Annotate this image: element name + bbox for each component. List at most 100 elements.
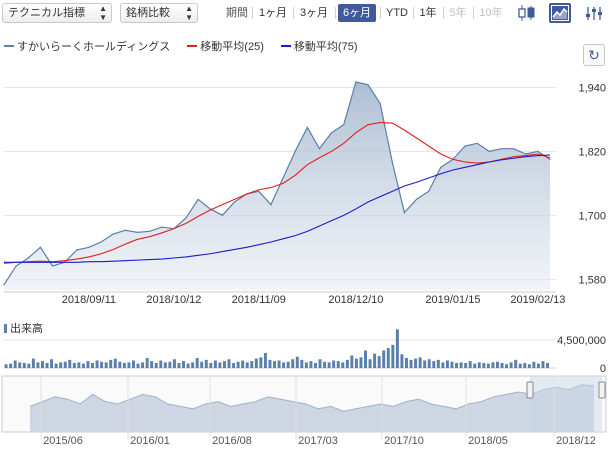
volume-bar [236,361,240,368]
volume-bar [518,363,522,368]
volume-bar [122,363,126,368]
volume-bar [218,362,222,368]
candlestick-chart-button[interactable] [516,3,538,23]
volume-label-text: 出来高 [10,323,43,335]
volume-bar [163,362,167,368]
volume-bar [332,360,336,368]
settings-icon [586,7,602,20]
volume-bar [263,353,267,368]
navigator-window[interactable] [530,376,602,432]
navigator-x-tick-label: 2018/05 [468,435,508,447]
price-point [161,226,163,228]
volume-bar [509,362,513,368]
price-point [258,190,260,192]
volume-bar [364,350,367,368]
volume-bar [445,360,449,368]
volume-bar [159,360,163,368]
volume-bar [482,363,486,368]
y-tick-label: 1,820 [578,146,606,158]
navigator-x-tick-label: 2017/10 [384,435,424,447]
volume-bar [327,362,331,368]
price-point [331,132,333,134]
price-point [39,246,42,248]
volume-bar [223,361,226,368]
price-point [3,284,5,286]
price-point [270,204,272,206]
settings-button[interactable] [583,3,605,23]
volume-bar [104,362,108,368]
period-1m-button[interactable]: 1ヶ月 [258,7,288,19]
volume-bar [182,361,185,368]
indicator-select[interactable]: テクニカル指標 ▲ ▼ [2,3,112,23]
volume-bar [81,363,85,368]
divider [335,7,336,19]
volume-bar [132,360,135,368]
volume-bar [541,361,545,368]
price-line [3,81,551,285]
price-point [197,198,199,200]
volume-bar [368,359,372,368]
volume-bar [514,359,518,368]
reset-zoom-button[interactable]: ↻ [583,44,605,66]
price-point [76,249,78,251]
compare-select[interactable]: 銘柄比較 ▲ ▼ [120,3,198,23]
volume-bar [432,361,436,368]
price-point [112,233,114,235]
volume-bar [359,357,363,368]
volume-bar [286,361,290,368]
volume-bar [254,358,258,368]
price-point [367,84,369,86]
period-10y-button[interactable]: 10年 [479,7,503,19]
volume-bar [282,362,286,368]
volume-bar [227,359,231,368]
volume-y-tick-label: 4,500,000 [557,335,606,347]
volume-bar [68,359,72,368]
navigator-handle[interactable] [526,381,534,399]
volume-bar [318,359,322,368]
volume-bar [154,363,158,368]
volume-bar [341,362,345,368]
legend-item-ma75[interactable]: 移動平均(75) [280,38,357,54]
volume-bar [323,361,327,368]
volume-bar [63,361,67,368]
legend-item-price[interactable]: すかいらーくホールディングス [4,38,170,54]
volume-bar [400,354,404,368]
volume-bar [50,359,54,368]
volume-bar [336,361,340,368]
volume-bar [9,363,13,368]
period-1y-button[interactable]: 1年 [419,7,437,19]
volume-bar [77,362,81,368]
area-chart-button[interactable] [549,3,571,23]
price-point [27,257,29,259]
price-point [100,241,102,243]
volume-bar [150,361,154,368]
volume-bar [268,359,272,368]
toolbar: テクニカル指標 ▲ ▼ 銘柄比較 ▲ ▼ 期間 1ヶ月 3ヶ月 6ヶ月 YTD 1年… [0,0,612,26]
period-5y-button[interactable]: 5年 [449,7,467,19]
indicator-select-label: テクニカル指標 [8,7,85,19]
period-3m-button[interactable]: 3ヶ月 [299,7,329,19]
price-point [488,150,490,152]
volume-bar [277,360,281,368]
legend-item-ma25[interactable]: 移動平均(25) [187,38,264,54]
volume-bar [314,363,317,368]
volume-bar [309,361,313,368]
divider [252,7,253,19]
period-ytd-button[interactable]: YTD [386,7,408,19]
price-point [318,148,321,150]
volume-bar [391,344,395,368]
volume-bar [473,363,477,368]
price-point [403,212,405,214]
navigator-handle[interactable] [598,381,606,399]
navigator-x-tick-label: 2015/06 [43,435,83,447]
navigator-x-tick-label: 2017/03 [298,435,338,447]
period-6m-button[interactable]: 6ヶ月 [338,4,376,22]
x-tick-label: 2019/01/15 [425,294,480,306]
price-point [513,148,515,150]
x-tick-label: 2018/11/09 [232,294,286,306]
navigator-line [29,384,595,412]
price-point [306,126,308,128]
legend-label: すかいらーくホールディングス [17,41,171,53]
volume-bar [291,359,295,368]
